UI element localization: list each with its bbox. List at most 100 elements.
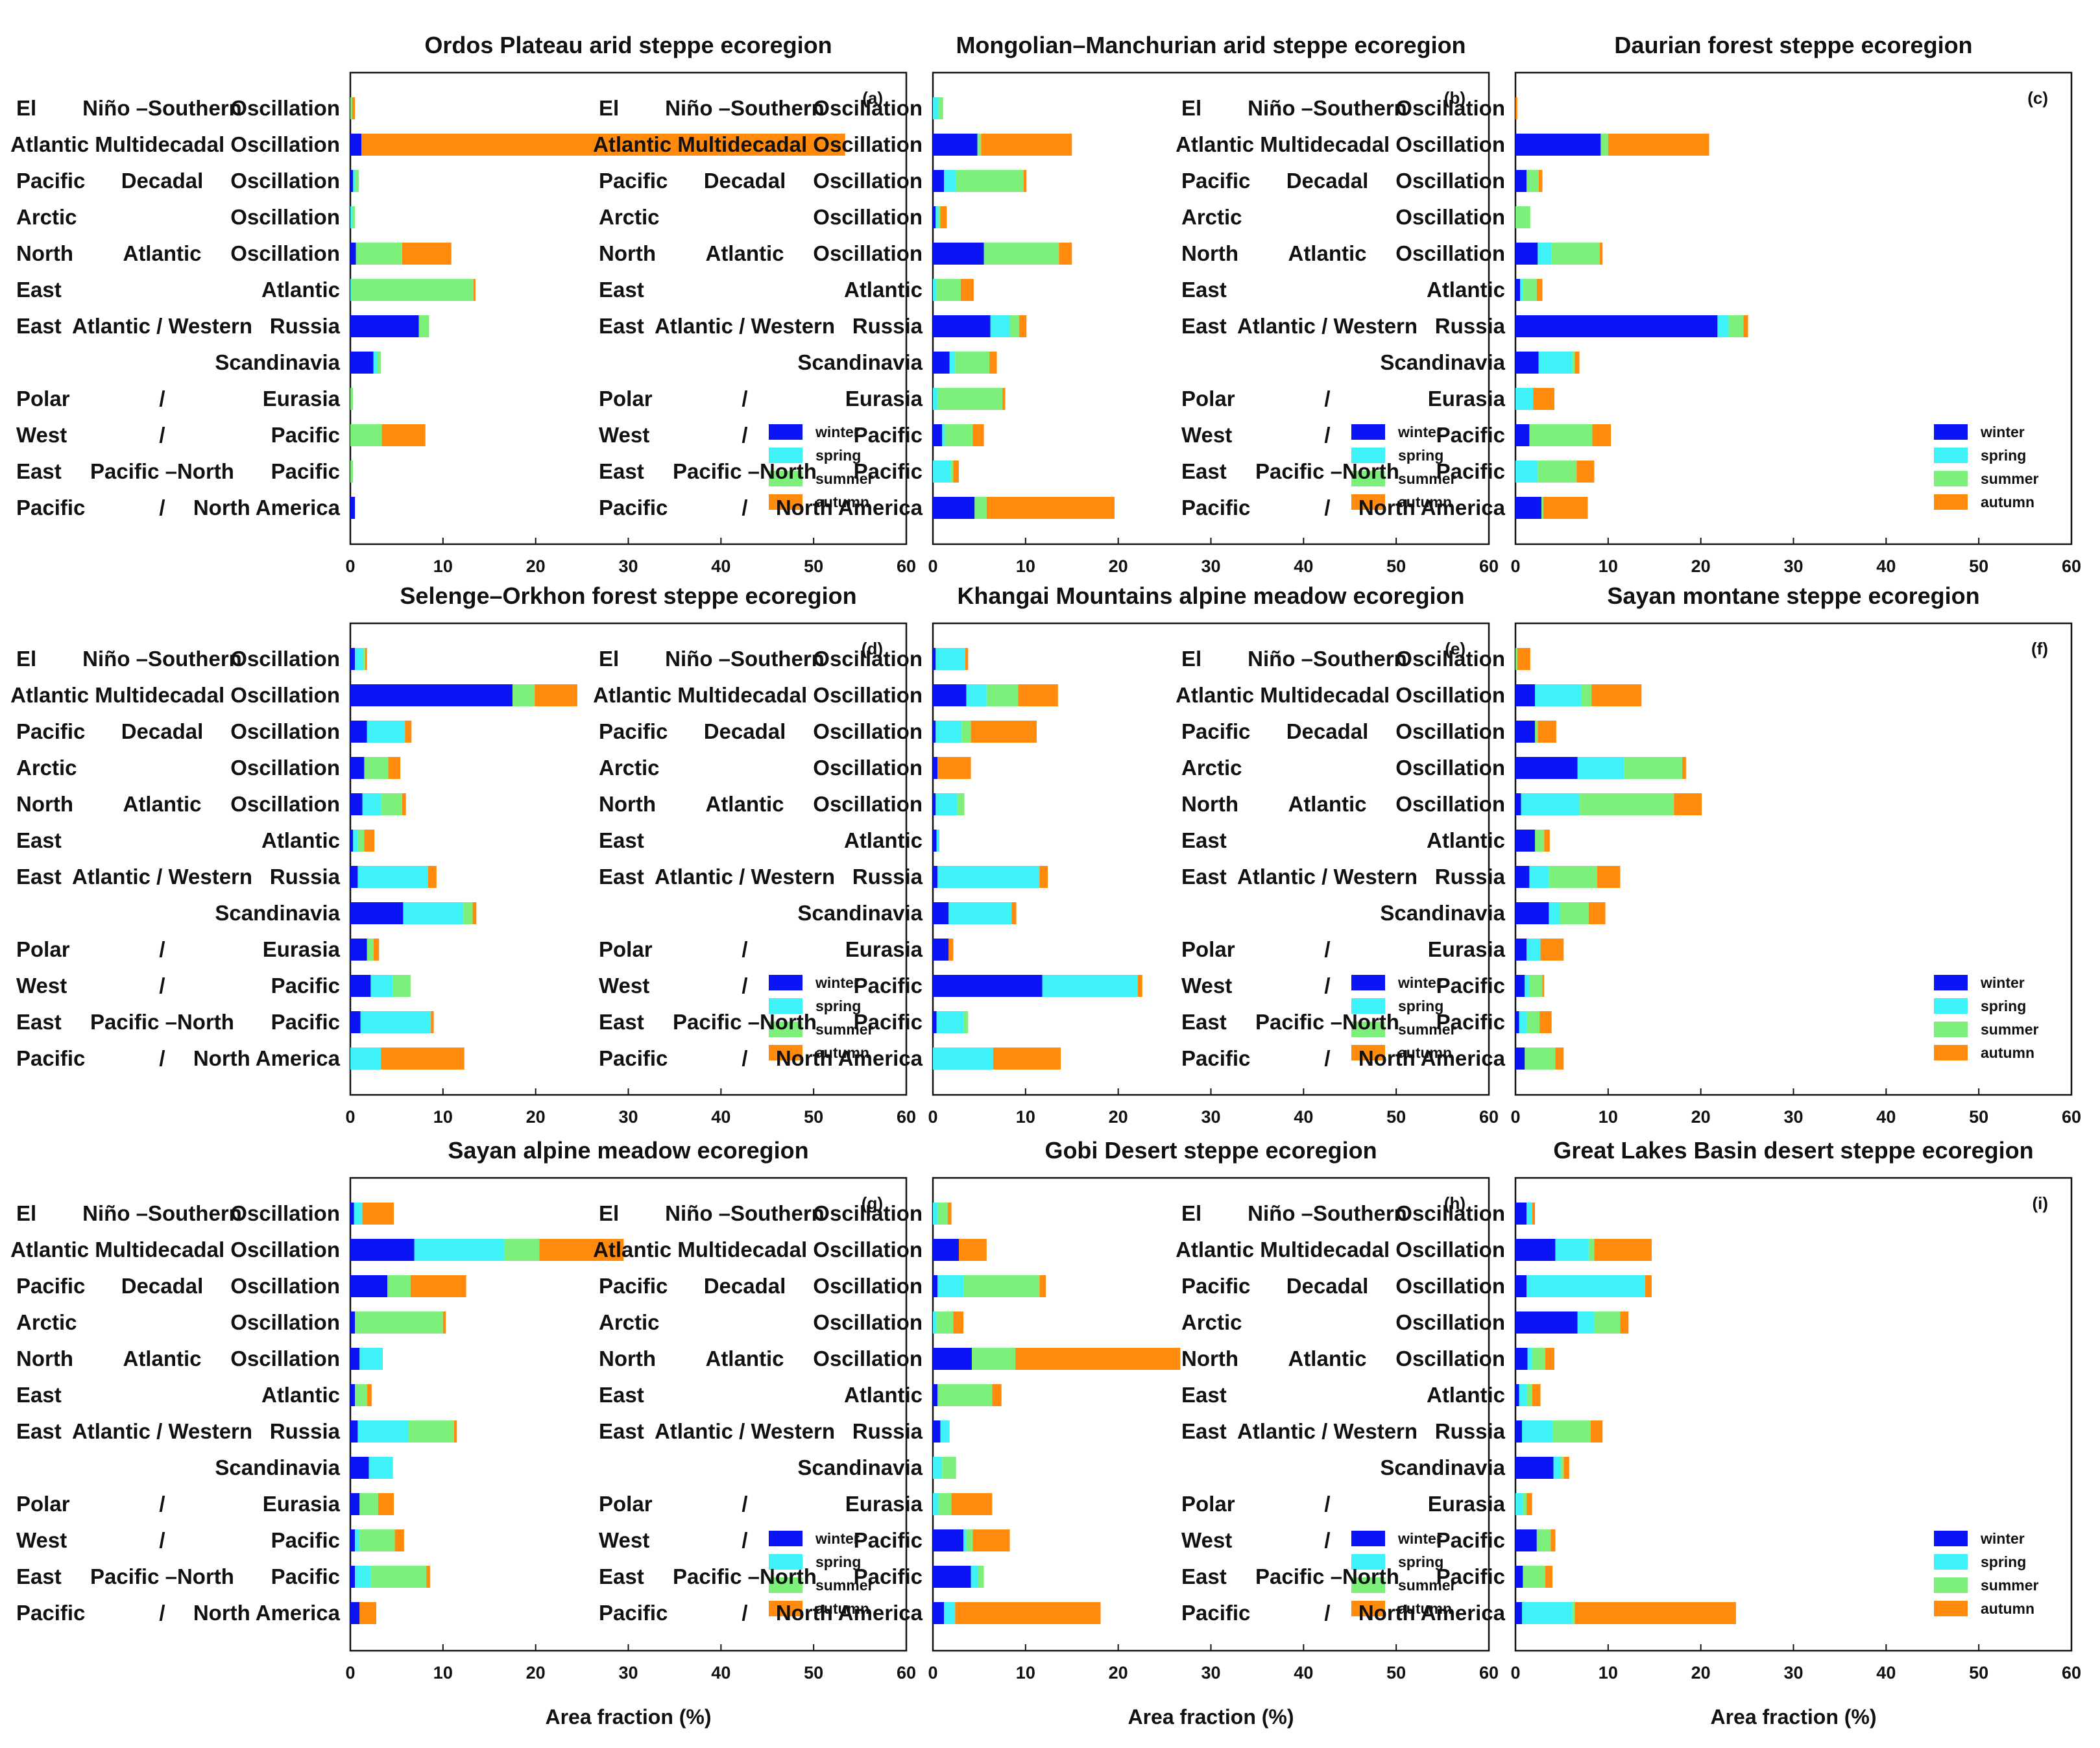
bar-winter-pacific-decadal-oscillation [350, 170, 354, 192]
bar-winter-west-pacific [933, 1529, 964, 1551]
legend: winter spring summer autumn [1351, 974, 1456, 1061]
bar-winter-east-atlantic-western-russia [350, 866, 358, 888]
bar-winter-east-atlantic-western-russia [350, 315, 419, 337]
category-label: Atlantic / Western [1237, 314, 1418, 338]
bar-spring-arctic-oscillation [935, 206, 939, 228]
category-label: / [1324, 423, 1330, 447]
bar-summer-north-atlantic-oscillation [1551, 243, 1600, 265]
category-label: / [742, 1528, 747, 1552]
legend: winter spring summer autumn [769, 1530, 874, 1617]
bar-autumn-east-atlantic-western-russia [453, 1420, 457, 1443]
category-label: North America [776, 1601, 923, 1625]
bar-spring-east-atlantic [936, 830, 939, 852]
bar-spring-east-pacific-north-pacific [936, 1011, 964, 1033]
category-label: Decadal [121, 1274, 204, 1298]
category-label: Scandinavia [215, 350, 340, 374]
category-label: North America [193, 496, 341, 520]
bar-summer-pacific-decadal-oscillation [1527, 170, 1539, 192]
legend-swatch-winter [769, 1531, 803, 1546]
bar-spring-pacific-north-america [933, 1048, 993, 1070]
bar-winter-polar-eurasia [350, 939, 367, 961]
category-label: East [16, 828, 62, 852]
category-label: Atlantic / Western [655, 1419, 835, 1443]
bar-summer-north-atlantic-oscillation [984, 243, 1059, 265]
category-label: Pacific [854, 423, 923, 447]
category-label: North [16, 1347, 73, 1371]
x-tick-label: 0 [345, 557, 355, 576]
bar-autumn-east-atlantic [367, 1384, 372, 1406]
bar-winter-north-atlantic-oscillation [1515, 793, 1521, 815]
bar-summer-arctic-oscillation [355, 1311, 443, 1334]
category-label: Russia [1435, 1419, 1506, 1443]
legend-swatch-summer [769, 1022, 803, 1037]
bar-summer-pacific-decadal-oscillation [956, 170, 1024, 192]
bar-summer-atlantic-multidecadal-oscillation [1588, 1239, 1595, 1261]
category-label: / [159, 1492, 165, 1516]
category-label: Niño –Southern [1248, 647, 1407, 671]
category-label: East [16, 1010, 62, 1034]
bar-spring-west-pacific [1525, 975, 1530, 997]
category-label: East [599, 828, 644, 852]
panel-label: (h) [1444, 1193, 1466, 1213]
legend-label-autumn: autumn [1981, 1600, 2034, 1617]
x-tick-label: 10 [1016, 1107, 1035, 1127]
category-label: West [16, 423, 67, 447]
panel-a: Ordos Plateau arid steppe ecoregion (a) 0 1… [10, 32, 916, 576]
category-label: Oscillation [230, 169, 340, 193]
panel-label: (i) [2032, 1193, 2048, 1213]
category-label: Pacific [1436, 1528, 1505, 1552]
legend: winter spring summer autumn [1934, 1530, 2039, 1617]
category-label: Arctic [1181, 205, 1242, 229]
panel-d: Selenge–Orkhon forest steppe ecoregion (d… [10, 582, 916, 1127]
category-label: Decadal [121, 169, 204, 193]
bar-autumn-polar-eurasia [951, 1493, 993, 1515]
category-label: Oscillation [813, 1274, 923, 1298]
bar-spring-north-atlantic-oscillation [362, 793, 381, 815]
bar-winter-west-pacific [1515, 424, 1530, 446]
bar-summer-polar-eurasia [937, 388, 1003, 410]
category-label: North America [1358, 496, 1506, 520]
legend-swatch-autumn [1934, 1045, 1968, 1060]
bar-autumn-pacific-north-america [1555, 1048, 1564, 1070]
bar-spring-el-ni-o-southern-oscillation [355, 648, 363, 670]
x-tick-label: 10 [1016, 1663, 1035, 1682]
bar-summer-east-atlantic-western-russia [1728, 315, 1744, 337]
legend-label-winter: winter [1980, 974, 2025, 991]
bar-autumn-atlantic-multidecadal-oscillation [958, 1239, 987, 1261]
bar-autumn-pacific-decadal-oscillation [971, 721, 1037, 743]
legend-label-winter: winter [1980, 1530, 2025, 1547]
category-label: / [159, 423, 165, 447]
legend-label-spring: spring [1981, 998, 2026, 1014]
bar-winter-pacific-north-america [1515, 1048, 1525, 1070]
bar-summer-east-atlantic-western-russia [1552, 1420, 1591, 1443]
bar-winter-scandinavia [1515, 1457, 1554, 1479]
category-label: East [16, 459, 62, 483]
bar-autumn-pacific-north-america [359, 1602, 376, 1624]
bar-summer-north-atlantic-oscillation [957, 793, 965, 815]
bar-spring-atlantic-multidecadal-oscillation [1555, 1239, 1589, 1261]
bar-autumn-west-pacific [1542, 975, 1545, 997]
bar-autumn-west-pacific [1592, 424, 1611, 446]
x-tick-label: 50 [1969, 1663, 1988, 1682]
panel-label: (b) [1444, 88, 1466, 108]
legend-label-spring: spring [1398, 998, 1443, 1014]
bar-winter-polar-eurasia [350, 1493, 360, 1515]
bar-summer-scandinavia [942, 1457, 956, 1479]
bar-summer-scandinavia [1560, 902, 1589, 924]
bar-autumn-el-ni-o-southern-oscillation [365, 648, 367, 670]
legend-swatch-summer [1351, 1022, 1385, 1037]
category-label: Pacific [1181, 169, 1250, 193]
panel-f: Sayan montane steppe ecoregion (f) 0 10 20 30… [1176, 582, 2081, 1127]
bar-summer-east-pacific-north-pacific [1538, 461, 1577, 483]
category-label: Polar [1181, 1492, 1235, 1516]
bar-autumn-north-atlantic-oscillation [1545, 1348, 1554, 1370]
legend: winter spring summer autumn [1934, 974, 2039, 1061]
bar-autumn-scandinavia [1011, 902, 1017, 924]
category-label: Niño –Southern [82, 96, 242, 120]
bar-spring-east-pacific-north-pacific [360, 1011, 431, 1033]
bar-winter-pacific-north-america [350, 497, 356, 519]
category-label: Decadal [121, 719, 204, 743]
bar-spring-polar-eurasia [933, 388, 938, 410]
category-label: East [1181, 278, 1227, 302]
category-label: Eurasia [1428, 387, 1506, 411]
